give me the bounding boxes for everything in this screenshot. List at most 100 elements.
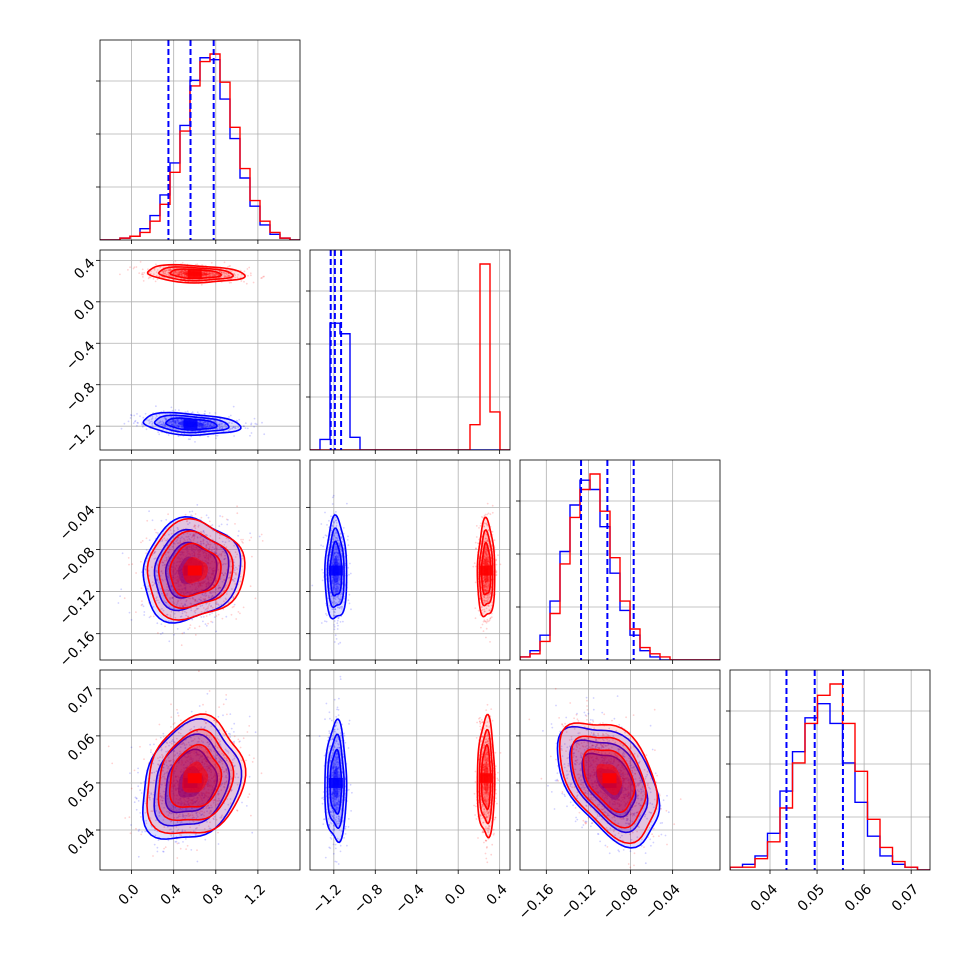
red-sample-point bbox=[218, 586, 221, 589]
blue-sample-point bbox=[163, 763, 166, 766]
blue-sample-point bbox=[181, 426, 184, 428]
blue-sample-point bbox=[199, 756, 202, 759]
red-sample-point bbox=[145, 565, 147, 568]
red-sample-point bbox=[181, 272, 184, 275]
blue-sample-point bbox=[221, 540, 224, 543]
panel-frame bbox=[309, 459, 511, 661]
red-sample-point bbox=[174, 271, 177, 274]
blue-sample-point bbox=[207, 783, 209, 785]
red-sample-point bbox=[174, 543, 176, 545]
red-sample-point bbox=[190, 544, 193, 547]
red-sample-point bbox=[231, 606, 234, 609]
blue-sample-point bbox=[137, 830, 140, 832]
red-sample-point bbox=[483, 525, 485, 528]
red-sample-point bbox=[225, 598, 228, 601]
blue-sample-point bbox=[160, 570, 163, 573]
red-sample-point bbox=[479, 525, 482, 527]
blue-sample-point bbox=[347, 599, 350, 602]
red-sample-point bbox=[188, 592, 191, 594]
blue-sample-point bbox=[201, 794, 204, 796]
blue-sample-point bbox=[219, 423, 222, 425]
blue-sample-point bbox=[233, 764, 236, 767]
red-sample-point bbox=[200, 584, 202, 587]
blue-sample-point bbox=[186, 800, 189, 803]
blue-sample-point bbox=[161, 578, 163, 581]
blue-sample-point bbox=[335, 537, 338, 540]
red-sample-point bbox=[167, 271, 170, 274]
blue-sample-point bbox=[173, 741, 176, 743]
blue-sample-point bbox=[213, 815, 216, 818]
red-sample-point bbox=[217, 554, 219, 557]
blue-sample-point bbox=[171, 763, 174, 766]
red-sample-point bbox=[477, 542, 479, 545]
red-sample-point bbox=[188, 553, 191, 555]
red-sample-point bbox=[484, 550, 487, 553]
blue-sample-point bbox=[325, 620, 328, 623]
blue-sample-point bbox=[349, 562, 351, 565]
blue-sample-point bbox=[325, 612, 327, 615]
blue-sample-point bbox=[158, 812, 161, 814]
red-contour bbox=[157, 530, 234, 610]
blue-sample-point bbox=[331, 563, 334, 565]
blue-sample-point bbox=[333, 628, 336, 631]
red-sample-point bbox=[487, 582, 489, 585]
blue-sample-point bbox=[193, 551, 196, 554]
blue-sample-point bbox=[155, 405, 157, 408]
blue-sample-point bbox=[196, 796, 199, 799]
blue-sample-point bbox=[204, 421, 207, 423]
red-sample-point bbox=[217, 613, 220, 616]
red-sample-point bbox=[196, 553, 199, 556]
blue-sample-point bbox=[175, 420, 177, 423]
blue-sample-point bbox=[200, 746, 203, 749]
blue-sample-point bbox=[213, 548, 216, 550]
red-sample-point bbox=[180, 271, 183, 273]
blue-sample-point bbox=[188, 583, 191, 586]
blue-sample-point bbox=[190, 609, 193, 612]
blue-sample-point bbox=[334, 516, 337, 519]
red-sample-point bbox=[248, 266, 251, 269]
blue-sample-point bbox=[333, 624, 335, 626]
blue-sample-point bbox=[175, 813, 178, 815]
blue-sample-point bbox=[350, 608, 352, 611]
blue-sample-point bbox=[161, 424, 164, 426]
blue-sample-point bbox=[244, 422, 247, 425]
blue-sample-point bbox=[178, 420, 180, 423]
red-sample-point bbox=[176, 273, 179, 275]
blue-sample-point bbox=[171, 566, 174, 568]
tick-group bbox=[96, 506, 259, 664]
red-sample-point bbox=[483, 584, 485, 587]
blue-sample-point bbox=[160, 633, 162, 635]
blue-density-peak bbox=[328, 565, 343, 576]
red-sample-point bbox=[234, 274, 237, 277]
blue-sample-point bbox=[207, 788, 210, 791]
blue-sample-point bbox=[177, 580, 180, 583]
blue-sample-point bbox=[335, 522, 338, 524]
red-sample-point bbox=[186, 520, 189, 522]
blue-sample-point bbox=[156, 596, 158, 599]
red-sample-point bbox=[221, 272, 223, 274]
blue-sample-point bbox=[177, 556, 180, 558]
blue-sample-point bbox=[204, 410, 206, 413]
red-sample-point bbox=[162, 270, 165, 273]
blue-sample-point bbox=[188, 522, 191, 524]
blue-sample-point bbox=[322, 536, 325, 539]
blue-sample-point bbox=[133, 414, 136, 417]
red-sample-point bbox=[183, 539, 186, 541]
red-sample-point bbox=[223, 544, 226, 546]
red-sample-point bbox=[183, 551, 185, 554]
red-sample-point bbox=[198, 583, 201, 586]
red-sample-point bbox=[217, 584, 220, 587]
blue-sample-point bbox=[196, 607, 199, 610]
blue-sample-point bbox=[337, 587, 340, 590]
red-sample-point bbox=[210, 620, 213, 623]
red-sample-point bbox=[179, 272, 181, 274]
blue-sample-point bbox=[180, 728, 182, 731]
blue-sample-point bbox=[189, 752, 192, 755]
blue-sample-point bbox=[177, 755, 180, 757]
blue-sample-point bbox=[196, 796, 199, 799]
red-sample-point bbox=[225, 271, 228, 274]
blue-sample-point bbox=[217, 843, 220, 845]
blue-sample-point bbox=[177, 585, 180, 588]
blue-sample-point bbox=[198, 582, 201, 585]
blue-sample-point bbox=[172, 554, 175, 557]
